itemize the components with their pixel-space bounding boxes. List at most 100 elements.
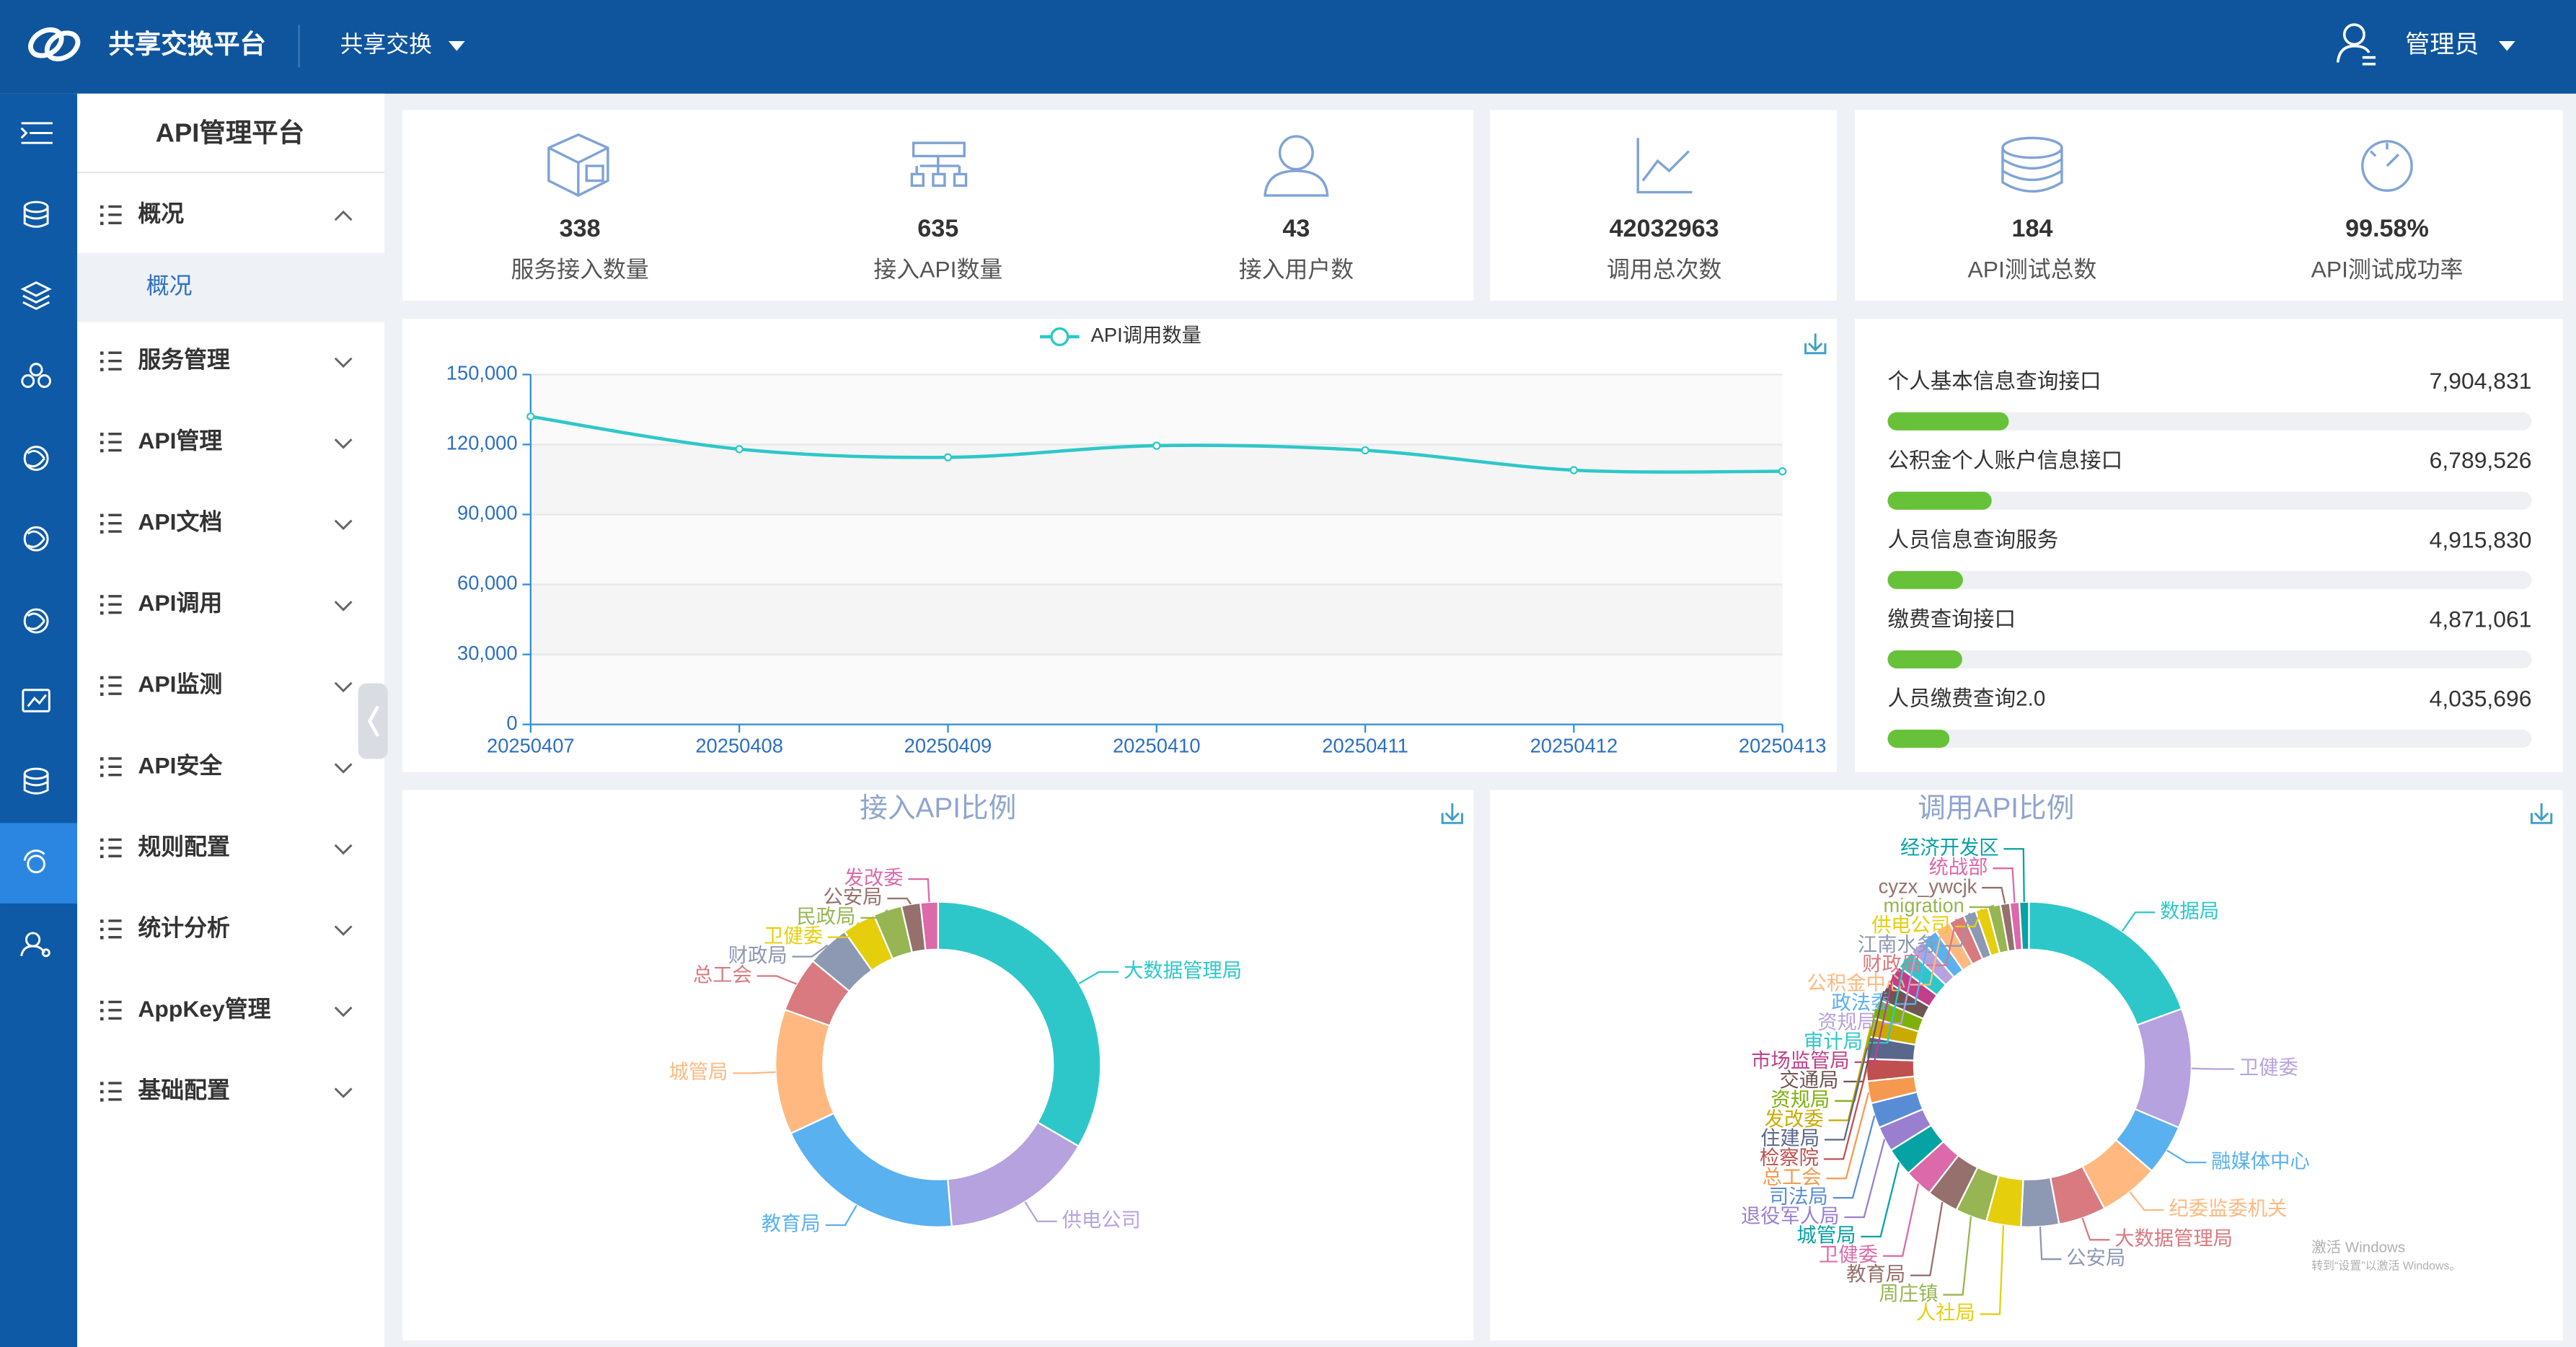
menu-item[interactable]: 统计分析: [138, 914, 229, 940]
slice-label: 城管局: [669, 1060, 728, 1082]
pie-slice[interactable]: [2018, 901, 2030, 951]
y-tick-label: 60,000: [457, 572, 518, 594]
x-tick-label: 20250412: [1530, 735, 1618, 757]
menu-item[interactable]: API安全: [138, 752, 223, 778]
menu-bullet: [100, 936, 104, 940]
slice-label: 总工会: [1763, 1165, 1822, 1188]
menu-arrow[interactable]: [334, 438, 353, 449]
download-button[interactable]: [2531, 803, 2553, 824]
menu-bullet: [100, 433, 104, 436]
slice-label: 统战部: [1928, 855, 1988, 878]
slice-label: 城管局: [1797, 1224, 1856, 1246]
menu-bullet: [100, 449, 104, 453]
dropdown-arrow[interactable]: [2498, 40, 2515, 51]
menu-bullet: [100, 1082, 104, 1085]
collapse-handle[interactable]: [358, 683, 388, 759]
menu-bullet: [100, 684, 104, 688]
bar-track: [1887, 570, 2532, 589]
slice-label: 检察院: [1760, 1147, 1819, 1169]
menu-bullet: [108, 441, 122, 443]
stat-value: 43: [1282, 215, 1310, 242]
menu-bullet: [108, 221, 122, 224]
menu-bullet: [108, 919, 122, 922]
nav-menu[interactable]: 共享交换: [340, 31, 433, 57]
menu-item[interactable]: 规则配置: [138, 834, 229, 860]
menu-arrow[interactable]: [334, 844, 353, 855]
submenu-item[interactable]: 概况: [146, 273, 193, 299]
menu-bullet: [108, 684, 122, 687]
label-line: [1980, 1224, 2005, 1315]
label-line: [792, 944, 829, 958]
slice-label: 供电公司: [1871, 914, 1950, 936]
label-line: [1910, 1201, 1944, 1276]
menu-arrow[interactable]: [334, 681, 353, 693]
pie-slice[interactable]: [937, 901, 1102, 1148]
menu-arrow[interactable]: [334, 357, 353, 368]
pie-slice[interactable]: [2133, 1007, 2192, 1129]
menu-item[interactable]: API调用: [138, 590, 222, 616]
slice-label: 教育局: [762, 1212, 821, 1235]
menu-item[interactable]: 概况: [138, 200, 184, 226]
slice-label: 退役军人局: [1741, 1204, 1840, 1227]
menu-arrow[interactable]: [334, 925, 353, 936]
menu-arrow[interactable]: [334, 210, 353, 221]
menu-item[interactable]: API监测: [138, 671, 222, 697]
strip-icons[interactable]: [20, 122, 53, 958]
download-button[interactable]: [1441, 803, 1463, 824]
menu-bullet: [100, 595, 104, 599]
label-line: [1993, 867, 2016, 903]
dropdown-arrow[interactable]: [448, 40, 465, 51]
menu-item[interactable]: API管理: [138, 428, 222, 454]
y-tick-label: 150,000: [446, 362, 518, 384]
y-tick-label: 90,000: [457, 502, 518, 524]
stat-label: API测试成功率: [2311, 256, 2463, 282]
menu-bullet: [108, 359, 122, 363]
pie-slice[interactable]: [919, 901, 939, 951]
menu-item[interactable]: 基础配置: [138, 1077, 229, 1103]
menu-bullet: [100, 692, 104, 696]
split-area: [530, 374, 1783, 445]
slice-label: 司法局: [1769, 1185, 1828, 1207]
menu-bullet: [100, 351, 104, 355]
slice-label: 经济开发区: [1900, 836, 1999, 859]
menu-bullet: [108, 838, 122, 842]
menu-arrow[interactable]: [334, 519, 353, 531]
split-area: [530, 514, 1783, 585]
menu-bullet: [100, 757, 104, 761]
menu-bullet: [108, 676, 122, 679]
label-line: [1910, 927, 1944, 986]
menu-arrow[interactable]: [334, 1087, 353, 1098]
x-tick-label: 20250413: [1739, 735, 1827, 757]
label-line: [1941, 912, 1971, 947]
active-icon-bg: [0, 823, 78, 904]
watermark: 转到“设置”以激活 Windows。: [2311, 1260, 2461, 1273]
slice-label: 资规局: [1770, 1088, 1830, 1110]
menu-bullet: [100, 213, 104, 217]
stat-label: 接入API数量: [873, 256, 1002, 282]
label-line: [1844, 1139, 1886, 1219]
bar-label: 缴费查询接口: [1887, 608, 2016, 632]
y-tick-label: 30,000: [457, 642, 518, 664]
menu-item[interactable]: API文档: [138, 509, 222, 535]
menu-bullet: [100, 1098, 104, 1102]
menu-arrow[interactable]: [334, 1006, 353, 1017]
data-point: [1569, 466, 1579, 474]
user-icon[interactable]: [2336, 23, 2376, 66]
label-line: [2121, 911, 2156, 932]
download-button[interactable]: [1804, 333, 1827, 355]
legend-label[interactable]: API调用数量: [1091, 324, 1201, 346]
value-label: 6,789,526: [2430, 447, 2532, 473]
menu-arrow[interactable]: [334, 763, 353, 774]
label-line: [733, 1071, 776, 1074]
value-label: 4,035,696: [2430, 685, 2532, 711]
stat-value: 42032963: [1610, 215, 1719, 242]
menu-item[interactable]: 服务管理: [138, 347, 230, 373]
menu-bullet: [108, 854, 122, 857]
user-menu[interactable]: 管理员: [2405, 31, 2479, 58]
menu-arrow[interactable]: [334, 601, 353, 611]
bar: [1887, 729, 1950, 748]
menu-title: API管理平台: [156, 118, 305, 147]
menu-item[interactable]: AppKey管理: [138, 996, 270, 1022]
slice-label: 民政局: [796, 905, 855, 927]
bar: [1887, 650, 1962, 668]
